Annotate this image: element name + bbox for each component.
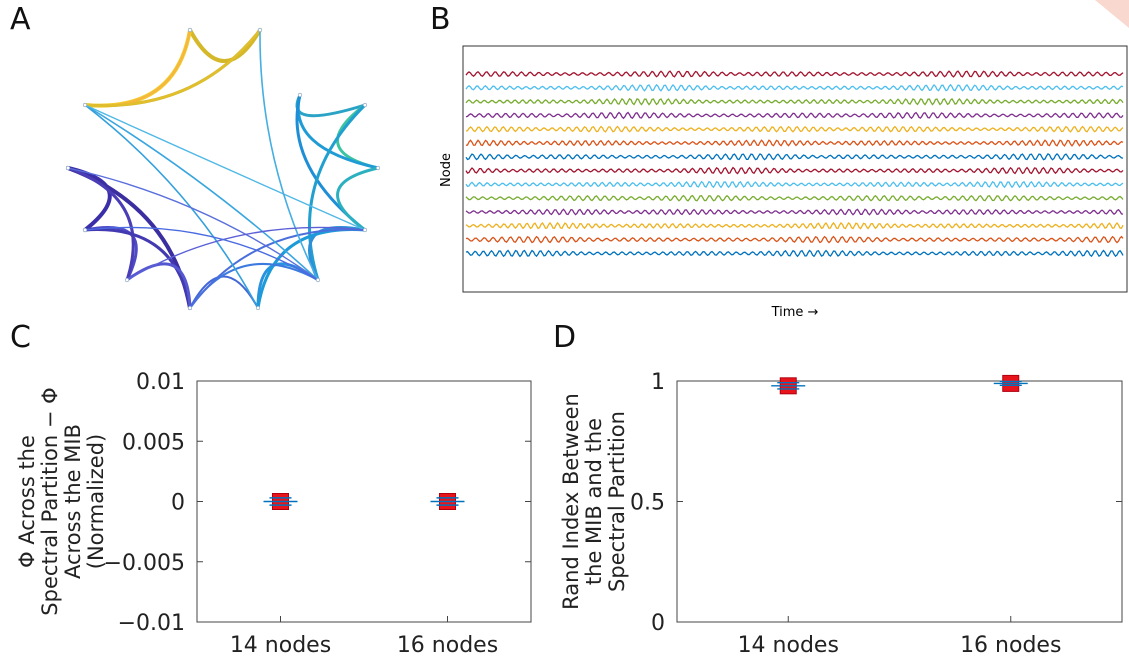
network-node [187,305,193,311]
network-edge [188,28,262,63]
timeseries-trace [465,180,1124,189]
y-tick-label: 0.01 [136,370,185,395]
network-node [255,305,261,311]
network-edge [256,262,320,310]
network-node [297,92,303,98]
timeseries-ylabel: Node [439,153,454,187]
timeseries-trace [465,139,1124,147]
y-axis-label: Rand Index Between [559,393,583,610]
network-node [362,102,368,108]
panel-letter-a: A [10,2,31,37]
timeseries-trace [465,166,1124,175]
network-edge [84,104,319,281]
panel-letter-d: D [553,320,577,355]
plot-frame [196,380,532,623]
timeseries-xlabel: Time → [771,305,819,320]
x-tick-label: 16 nodes [960,633,1061,657]
y-tick-label: 0.005 [122,430,185,455]
timeseries-trace [465,70,1124,78]
network-node [82,102,88,108]
plot-frame [676,380,1123,623]
network-graph [65,27,381,311]
network-edge [66,166,135,282]
network-edge [189,275,259,309]
corner-shape [1095,0,1129,28]
phi-difference-plot: −0.01 −0.005 0 0.005 0.01 14 nodes 16 nodes Φ A… [15,370,532,657]
network-edge [84,226,319,281]
network-node [187,27,193,33]
y-tick-label: 1 [651,370,665,395]
y-tick-label: −0.01 [118,611,185,636]
x-tick-label: 14 nodes [738,633,839,657]
network-node [375,165,381,171]
y-tick-label: 0.5 [630,491,665,516]
timeseries-trace [465,125,1124,133]
timeseries-trace [465,97,1124,106]
network-edge [126,226,366,281]
network-edge [84,104,366,231]
network-node [315,277,321,283]
timeseries-frame [462,45,1128,293]
y-tick-label: −0.005 [104,551,185,576]
timeseries-trace [465,194,1124,202]
network-node [65,165,71,171]
network-edge [66,166,192,310]
network-node [257,27,263,33]
y-axis-label: the MIB and the [582,418,606,585]
y-axis-label: Across the MIB [61,424,85,579]
timeseries-trace [465,235,1124,244]
network-node [82,227,88,233]
network-edge [336,166,380,232]
y-tick-label: 0 [651,611,665,636]
timeseries-trace [465,208,1124,216]
y-axis-label: (Normalized) [84,434,108,569]
network-edge [189,228,366,309]
rand-index-plot: 0 0.5 1 14 nodes 16 nodes Rand Index Between t… [559,370,1123,657]
timeseries-panel: Node Time → [439,45,1128,320]
panel-letter-b: B [430,2,451,37]
y-axis-label: Φ Across the [15,435,39,568]
y-axis-label: Spectral Partition − Φ [38,387,62,615]
timeseries-trace [465,221,1124,230]
network-node [124,277,130,283]
network-edge [84,104,259,309]
x-tick-label: 14 nodes [230,633,331,657]
timeseries-trace [465,152,1124,161]
timeseries-trace [465,249,1124,258]
network-edge [259,29,319,281]
network-edge [83,228,192,310]
network-edge [67,167,319,281]
y-tick-label: 0 [171,491,185,516]
network-edge [125,262,192,310]
timeseries-trace [465,111,1124,120]
network-edge [308,103,367,282]
y-axis-label: Spectral Partition [605,411,629,592]
x-tick-label: 16 nodes [397,633,498,657]
panel-letter-c: C [10,320,31,355]
network-edge [83,28,262,107]
timeseries-trace [465,83,1124,92]
network-node [362,227,368,233]
